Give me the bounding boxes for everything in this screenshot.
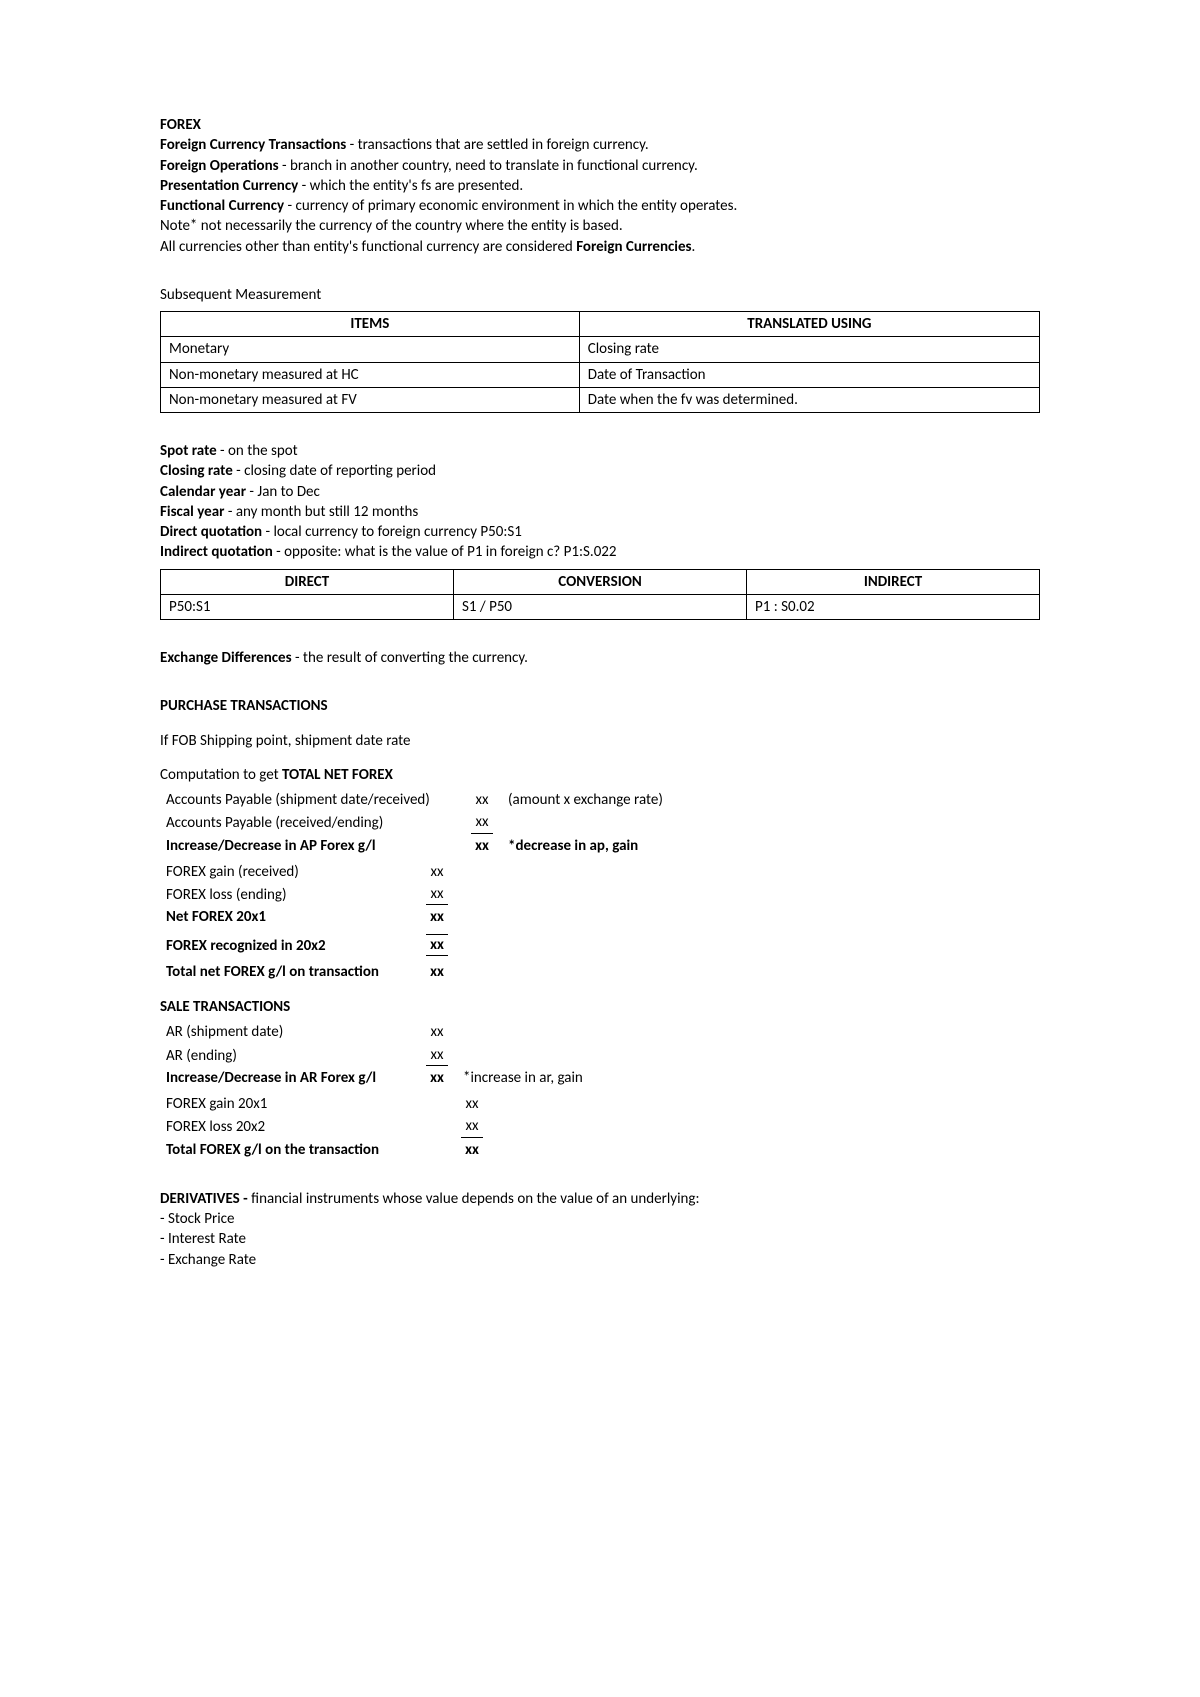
def-foreign-currency-transactions: Foreign Currency Transactions - transact… xyxy=(160,135,1040,155)
definitions-block: Foreign Currency Transactions - transact… xyxy=(160,135,1040,257)
table1-header-translated: TRANSLATED USING xyxy=(579,312,1039,337)
def-exchange-differences: Exchange Differences - the result of con… xyxy=(160,648,1040,668)
def-functional-currency: Functional Currency - currency of primar… xyxy=(160,196,1040,216)
purchase-heading: PURCHASE TRANSACTIONS xyxy=(160,696,1040,716)
sale-computation: AR (shipment date) xx AR (ending) xx Inc… xyxy=(160,1021,589,1089)
def-spot-rate: Spot rate - on the spot xyxy=(160,441,1040,461)
table2-header-conversion: CONVERSION xyxy=(454,569,747,594)
def-direct-quotation: Direct quotation - local currency to for… xyxy=(160,522,1040,542)
table-row: AR (ending) xx xyxy=(160,1044,589,1067)
sale-heading: SALE TRANSACTIONS xyxy=(160,997,1040,1017)
def-fiscal-year: Fiscal year - any month but still 12 mon… xyxy=(160,502,1040,522)
forex-20x2-row: FOREX recognized in 20x2 xx xyxy=(160,933,457,957)
table-row: Non-monetary measured at HC Date of Tran… xyxy=(161,362,1040,387)
table-row: FOREX recognized in 20x2 xx xyxy=(160,933,457,957)
table-row: Accounts Payable (shipment date/received… xyxy=(160,789,669,811)
forex-sale-block: FOREX gain 20x1 xx FOREX loss 20x2 xx To… xyxy=(160,1093,492,1161)
table-row: Non-monetary measured at FV Date when th… xyxy=(161,387,1040,412)
derivatives-block: DERIVATIVES - financial instruments whos… xyxy=(160,1189,1040,1270)
table-row: Increase/Decrease in AR Forex g/l xx *in… xyxy=(160,1067,589,1089)
fob-note: If FOB Shipping point, shipment date rat… xyxy=(160,731,1040,751)
purchase-computation: Accounts Payable (shipment date/received… xyxy=(160,789,669,857)
computation-heading: Computation to get TOTAL NET FOREX xyxy=(160,765,1040,785)
derivative-item: - Stock Price xyxy=(160,1209,1040,1229)
table-row: AR (shipment date) xx xyxy=(160,1021,589,1043)
rate-definitions: Spot rate - on the spot Closing rate - c… xyxy=(160,441,1040,563)
table-row: Net FOREX 20x1 xx xyxy=(160,906,457,928)
note-foreign-currencies: All currencies other than entity's funct… xyxy=(160,237,1040,257)
derivative-item: - Interest Rate xyxy=(160,1229,1040,1249)
table-row: Monetary Closing rate xyxy=(161,337,1040,362)
table-row: FOREX loss (ending) xx xyxy=(160,883,457,906)
derivative-item: - Exchange Rate xyxy=(160,1250,1040,1270)
table-row: Accounts Payable (received/ending) xx xyxy=(160,811,669,834)
def-calendar-year: Calendar year - Jan to Dec xyxy=(160,482,1040,502)
def-indirect-quotation: Indirect quotation - opposite: what is t… xyxy=(160,542,1040,562)
quotation-table: DIRECT CONVERSION INDIRECT P50:S1 S1 / P… xyxy=(160,569,1040,621)
def-foreign-operations: Foreign Operations - branch in another c… xyxy=(160,156,1040,176)
subsequent-measurement-heading: Subsequent Measurement xyxy=(160,285,1040,305)
translation-table: ITEMS TRANSLATED USING Monetary Closing … xyxy=(160,311,1040,413)
table1-header-items: ITEMS xyxy=(161,312,580,337)
net-forex-block: FOREX gain (received) xx FOREX loss (end… xyxy=(160,861,457,929)
table-row: FOREX loss 20x2 xx xyxy=(160,1115,492,1138)
def-closing-rate: Closing rate - closing date of reporting… xyxy=(160,461,1040,481)
table-row: FOREX gain 20x1 xx xyxy=(160,1093,492,1115)
title: FOREX xyxy=(160,115,1040,135)
table-row: P50:S1 S1 / P50 P1 : S0.02 xyxy=(161,594,1040,619)
def-presentation-currency: Presentation Currency - which the entity… xyxy=(160,176,1040,196)
table-row: Total net FOREX g/l on transaction xx xyxy=(160,961,457,983)
document-page: FOREX Foreign Currency Transactions - tr… xyxy=(0,0,1200,1697)
table-row: Increase/Decrease in AP Forex g/l xx *de… xyxy=(160,835,669,857)
table-row: Total FOREX g/l on the transaction xx xyxy=(160,1139,492,1161)
total-net-forex-row: Total net FOREX g/l on transaction xx xyxy=(160,961,457,983)
table-row: FOREX gain (received) xx xyxy=(160,861,457,883)
note-not-necessarily: Note* not necessarily the currency of th… xyxy=(160,216,1040,236)
table2-header-indirect: INDIRECT xyxy=(747,569,1040,594)
table2-header-direct: DIRECT xyxy=(161,569,454,594)
